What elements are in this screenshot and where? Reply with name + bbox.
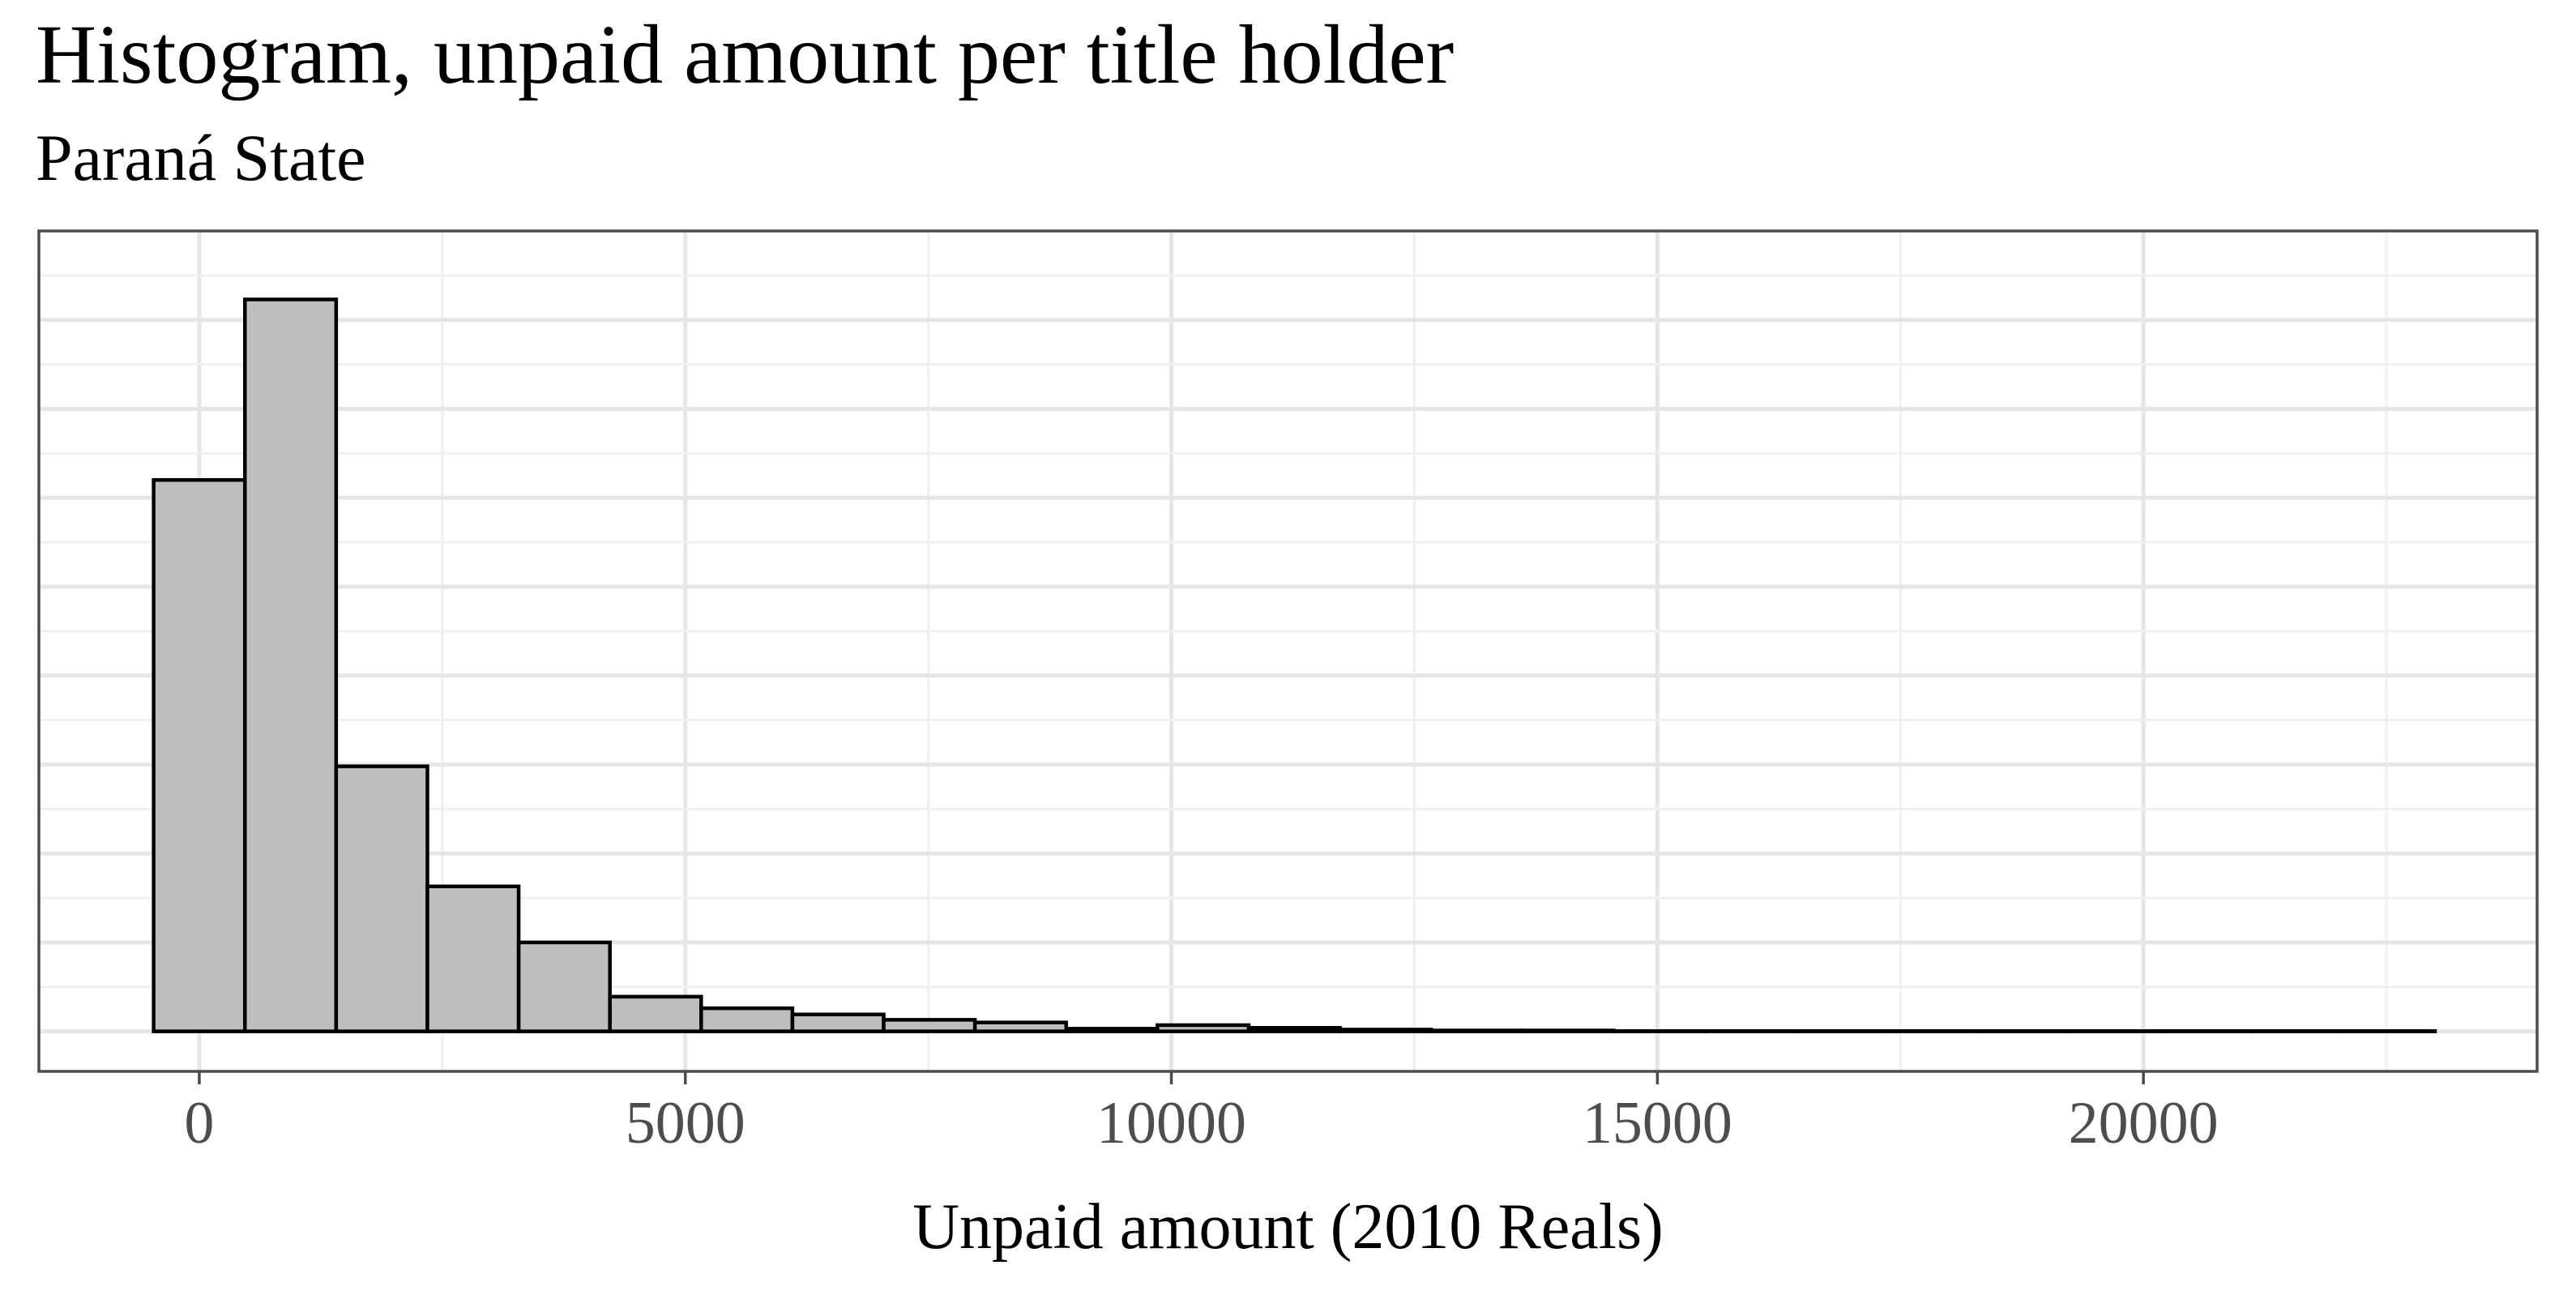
- plot-panel-border: [37, 229, 2539, 1073]
- histogram-bar: [334, 764, 429, 1033]
- chart-subtitle: Paraná State: [36, 121, 366, 195]
- x-tick-label: 5000: [626, 1090, 745, 1156]
- histogram-bar: [790, 1012, 886, 1033]
- x-axis-title: Unpaid amount (2010 Reals): [912, 1191, 1663, 1263]
- x-axis-ticks: 0 5000 10000 15000 20000: [184, 1071, 2219, 1156]
- x-tick-label: 0: [184, 1090, 214, 1156]
- histogram-bar: [242, 297, 339, 1033]
- histogram-bar: [608, 994, 703, 1033]
- grid-lines: [39, 231, 2537, 1071]
- x-tick-label: 20000: [2069, 1090, 2219, 1156]
- histogram-bar: [972, 1020, 1069, 1033]
- histogram-bar: [699, 1006, 795, 1033]
- histogram-bar: [1156, 1023, 1251, 1033]
- histogram-bar: [516, 940, 612, 1033]
- histogram-bars: [152, 297, 2437, 1033]
- x-tick-label: 15000: [1583, 1090, 1732, 1156]
- histogram-bar: [152, 478, 247, 1033]
- histogram-bar: [1246, 1025, 1342, 1033]
- histogram-bar: [1429, 1028, 1525, 1033]
- histogram-bar: [425, 884, 521, 1033]
- histogram-bar: [882, 1018, 977, 1033]
- histogram-bar: [1338, 1028, 1433, 1033]
- histogram-bar: [1064, 1027, 1160, 1033]
- x-tick-label: 10000: [1096, 1090, 1246, 1156]
- chart-title: Histogram, unpaid amount per title holde…: [36, 8, 1455, 101]
- histogram-bar: [1520, 1028, 1616, 1033]
